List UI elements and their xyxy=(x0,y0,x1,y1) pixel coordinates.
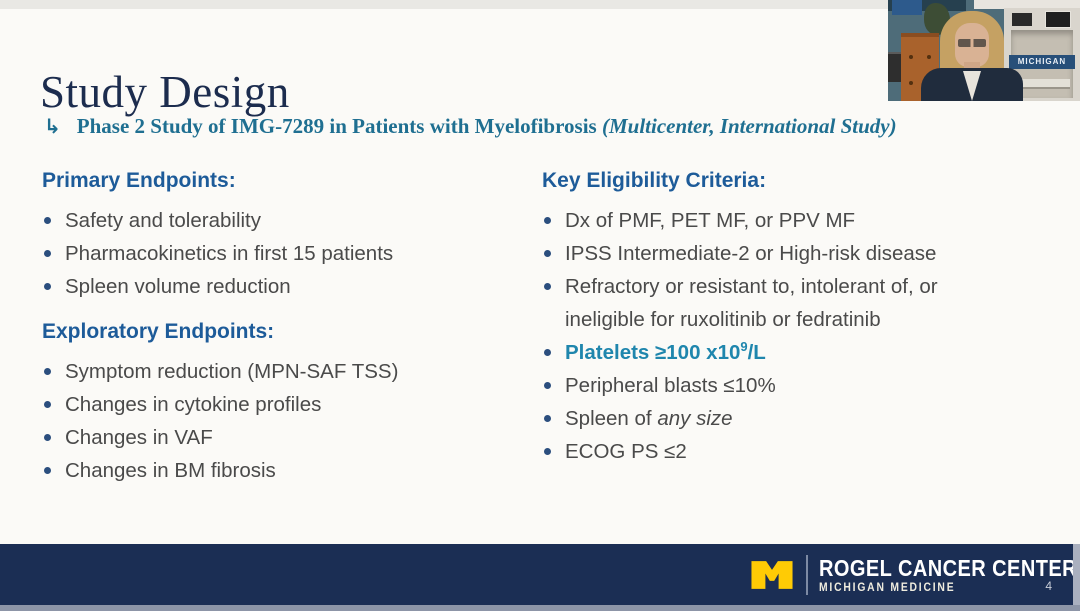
webcam-ceiling xyxy=(974,0,1080,9)
heading-exploratory-endpoints: Exploratory Endpoints: xyxy=(42,320,275,343)
footer-bar: ROGEL CANCER CENTER MICHIGAN MEDICINE 4 xyxy=(0,544,1080,605)
rogel-logo-group: ROGEL CANCER CENTER MICHIGAN MEDICINE xyxy=(750,553,1080,597)
primary-endpoints-list: Safety and tolerability Pharmacokinetics… xyxy=(42,204,522,303)
logo-divider xyxy=(806,555,808,595)
italic-any-size: any size xyxy=(657,407,733,430)
cabinet-knob xyxy=(909,55,913,59)
presenter-glasses xyxy=(958,39,986,47)
page-number: 4 xyxy=(1045,579,1052,593)
webcam-blue-object xyxy=(892,0,922,15)
subtitle-emphasis: (Multicenter, International Study) xyxy=(596,114,897,138)
eligibility-criteria-list: Dx of PMF, PET MF, or PPV MF IPSS Interm… xyxy=(542,204,1042,468)
list-item: Safety and tolerability xyxy=(42,204,522,237)
subtitle-text: Phase 2 Study of IMG-7289 in Patients wi… xyxy=(76,114,597,138)
picture-frame xyxy=(888,52,901,82)
picture-frame xyxy=(1012,13,1032,26)
list-item: ECOG PS ≤2 xyxy=(542,435,1042,468)
bullet-text: Changes in cytokine profiles xyxy=(65,393,322,416)
bullet-text: Refractory or resistant to, intolerant o… xyxy=(565,275,938,331)
list-item: IPSS Intermediate-2 or High-risk disease xyxy=(542,237,1042,270)
bullet-dot xyxy=(544,448,551,455)
webcam-video: MICHIGAN xyxy=(888,0,1080,101)
org-text-block: ROGEL CANCER CENTER MICHIGAN MEDICINE xyxy=(819,556,1080,595)
bullet-text: Spleen volume reduction xyxy=(65,275,291,298)
list-item: Changes in VAF xyxy=(42,421,522,454)
slide-top-edge xyxy=(0,0,1080,9)
list-item: Symptom reduction (MPN-SAF TSS) xyxy=(42,355,522,388)
bullet-dot xyxy=(44,434,51,441)
bullet-dot xyxy=(44,401,51,408)
bullet-text: IPSS Intermediate-2 or High-risk disease xyxy=(565,242,937,265)
bullet-text: ECOG PS ≤2 xyxy=(565,440,687,463)
bullet-text: Changes in VAF xyxy=(65,426,213,449)
superscript-nine: 9 xyxy=(740,339,748,355)
list-item: Pharmacokinetics in first 15 patients xyxy=(42,237,522,270)
right-column: Key Eligibility Criteria: Dx of PMF, PET… xyxy=(542,168,1042,468)
list-item: Spleen of any size xyxy=(542,402,1042,435)
return-arrow-icon: ↳ xyxy=(44,114,61,138)
list-item: Refractory or resistant to, intolerant o… xyxy=(542,270,1042,336)
bullet-dot xyxy=(44,283,51,290)
bullet-dot xyxy=(44,368,51,375)
list-item: Peripheral blasts ≤10% xyxy=(542,369,1042,402)
bullet-dot xyxy=(544,250,551,257)
org-name: ROGEL CANCER CENTER xyxy=(819,554,1078,581)
michigan-shelf-banner: MICHIGAN xyxy=(1009,55,1075,69)
list-item: Changes in cytokine profiles xyxy=(42,388,522,421)
bullet-text: Changes in BM fibrosis xyxy=(65,459,276,482)
list-item: Platelets ≥100 x109/L xyxy=(542,336,1042,369)
list-item: Dx of PMF, PET MF, or PPV MF xyxy=(542,204,1042,237)
bullet-dot xyxy=(544,382,551,389)
picture-frame xyxy=(1045,11,1071,28)
bullet-dot xyxy=(44,217,51,224)
bullet-text-platelets-highlight: Platelets ≥100 x109/L xyxy=(565,339,766,364)
bullet-text: Dx of PMF, PET MF, or PPV MF xyxy=(565,209,856,232)
bullet-dot xyxy=(544,415,551,422)
page-title: Study Design xyxy=(40,67,290,118)
bullet-dot xyxy=(544,283,551,290)
bullet-text: Symptom reduction (MPN-SAF TSS) xyxy=(65,360,399,383)
org-subtitle: MICHIGAN MEDICINE xyxy=(819,581,956,594)
bullet-dot xyxy=(544,217,551,224)
bullet-text: Safety and tolerability xyxy=(65,209,262,232)
list-item: Changes in BM fibrosis xyxy=(42,454,522,487)
cabinet-knob xyxy=(927,55,931,59)
list-item: Spleen volume reduction xyxy=(42,270,522,303)
left-column: Primary Endpoints: Safety and tolerabili… xyxy=(42,168,522,487)
michigan-block-m-icon xyxy=(751,561,793,589)
bullet-text: Peripheral blasts ≤10% xyxy=(565,374,776,397)
bullet-dot xyxy=(44,467,51,474)
heading-key-eligibility-criteria: Key Eligibility Criteria: xyxy=(542,169,767,192)
footer-bottom-edge xyxy=(0,605,1080,611)
slide-subtitle: ↳ Phase 2 Study of IMG-7289 in Patients w… xyxy=(44,114,1004,139)
shelf-papers xyxy=(1014,79,1070,87)
heading-primary-endpoints: Primary Endpoints: xyxy=(42,169,236,192)
footer-right-edge xyxy=(1073,544,1080,605)
cabinet-knob xyxy=(909,81,913,85)
bookshelf: MICHIGAN xyxy=(1004,8,1080,101)
bullet-dot xyxy=(44,250,51,257)
bullet-dot xyxy=(544,349,551,356)
bullet-text: Spleen of any size xyxy=(565,407,733,430)
bullet-text: Pharmacokinetics in first 15 patients xyxy=(65,242,394,265)
exploratory-endpoints-list: Symptom reduction (MPN-SAF TSS) Changes … xyxy=(42,355,522,487)
